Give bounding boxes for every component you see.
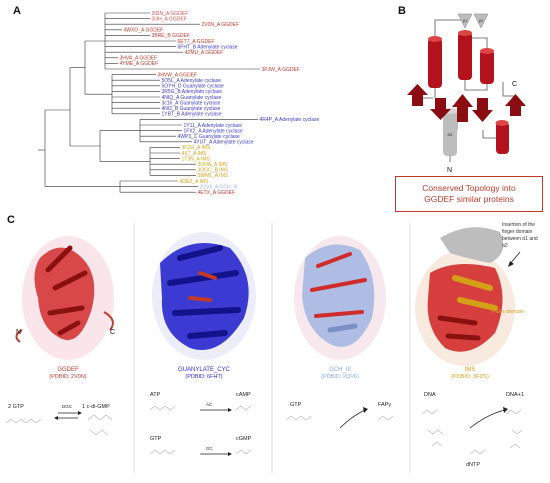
topology-caption-line2: GGDEF similar proteins [424, 194, 514, 204]
tree-leaf-label: 4YME_A GGDEF [120, 61, 159, 67]
tree-leaf-label: 4NIQ_A Guanylate cyclase [162, 95, 222, 101]
tree-leaf-label: 4YUT_A Adenylate cyclase [194, 140, 254, 146]
tree-leaf-label: 4R4P_A Adenylate cyclase [260, 117, 320, 123]
topology-diagram: β1 β2 α1 N C [407, 13, 526, 174]
topology-caption-line1: Conserved Topology into [422, 183, 516, 193]
rxn-guan-sub2: GTP [150, 436, 162, 442]
tree-leaf-label: 5WM1_A IMS [198, 173, 229, 179]
tree-leaf-label: 4WP3_C Guanylate cyclase [178, 134, 240, 140]
topology-strand-1 [407, 84, 428, 106]
structure-gch-name: GCH_III [329, 367, 351, 373]
tree-leaf-label: 4X7_A IMS [182, 151, 208, 157]
structure-guanylate-pdb: (PDBID: 6FHT) [185, 374, 222, 380]
structure-ggdef-pdb: (PDBID: 2V0N) [49, 374, 86, 380]
rxn-guan-sub1: ATP [150, 392, 161, 398]
tree-leaf-label: 3OHA_A IMS [198, 162, 228, 168]
tree-leaf-label: 4DEZ_A IMS [180, 179, 210, 185]
structure-ggdef-n: N [16, 329, 21, 336]
tree-leaf-label: 4ETX_A GGDEF [198, 190, 236, 196]
ims-insertion-line2: finger domain [502, 229, 533, 235]
panel-label-b: B [398, 5, 406, 17]
tree-leaf-label: 4NI2_B Guanylate cyclase [162, 106, 221, 112]
topology-helix-a1: α1 [443, 108, 457, 156]
structure-ggdef-name: GGDEF [57, 367, 79, 373]
tree-leaf-label: 3HVA_A GGDEF [120, 56, 158, 62]
rxn-guan-enz2: GC [206, 446, 214, 451]
topology-helix-2 [458, 30, 472, 80]
rxn-ims-cofactor: dNTP [466, 462, 480, 468]
topology-helix-4 [495, 120, 509, 154]
tree-leaf-label: 1YBT_B Adenylate cyclase [162, 112, 222, 118]
tree-leaf-label: 3FDS_A IMS [182, 145, 212, 151]
rxn-guan-prod1: cAMP [236, 392, 251, 398]
tree-leaf-label: 1Y11_A Adenylate cyclase [184, 123, 243, 129]
topology-label-b1: β1 [463, 18, 468, 23]
panel-label-c: C [7, 214, 15, 226]
topology-strand-5 [505, 94, 526, 116]
tree-leaf-label: 4ZMU_A GGDEF [185, 50, 224, 56]
structure-ggdef-c: C [110, 329, 115, 336]
topology-helix-1 [428, 36, 442, 88]
structure-ims-name: IMS [465, 367, 476, 373]
tree-leaf-label: 3R5G_B Adenylate cyclase [162, 89, 223, 95]
structure-guanylate [152, 232, 256, 360]
tree-leaf-label: 1FX2_A Adenylate cyclase [184, 128, 243, 134]
rxn-ggdef-right: 1 c-di-GMP [82, 404, 110, 410]
rxn-ims-left: DNA [424, 392, 436, 398]
panel-label-a: A [13, 5, 21, 17]
structure-ggdef: N C [15, 236, 115, 360]
topology-label-c: C [512, 81, 517, 88]
structure-gch [294, 236, 386, 360]
tree-leaf-label: 5O5L_A Adenylate cyclase [162, 78, 222, 84]
tree-leaf-label: 1T3N_A IMS [182, 156, 211, 162]
tree-leaf-label: 3BRE_B GGDEF [152, 33, 190, 39]
tree-leaf-label: 3IGN_A GGDEF [152, 11, 189, 17]
rxn-guan-enz1: AC [206, 402, 213, 407]
tree-leaf-label: 3HVW_A GGDEF [158, 72, 197, 78]
topology-caption-box: Conserved Topology into GGDEF similar pr… [395, 176, 543, 212]
tree-leaf-label: 6FHT_B Adenylate cyclase [178, 44, 238, 50]
topology-strand-4 [472, 98, 493, 122]
topology-label-b2: β2 [479, 18, 484, 23]
tree-leaf-label: 3IJH_A GGDEF [152, 16, 187, 22]
rxn-ims-right: DNA+1 [506, 392, 524, 398]
topology-strand-2 [430, 98, 451, 120]
structures-panel: N C GGDEF (PDBID: 2V0N) GUANYLATE_CYC (P… [5, 222, 538, 473]
rxn-ggdef-left: 2 GTP [8, 404, 24, 410]
rxn-gch-left: GTP [290, 402, 302, 408]
rxn-ggdef-enzyme: DGC [62, 404, 73, 409]
tree-leaf-label: 4WXO_A GGDEF [124, 28, 164, 34]
ims-insertion-line3: between α1 and [502, 236, 538, 242]
ims-insertion-line4: α2 [502, 243, 508, 249]
tree-leaf-label: 3c16_A Guanylate cyclase [162, 100, 221, 106]
ims-insertion-line1: Insertion of the [502, 222, 535, 228]
structure-gch-pdb: (PDBID: 2QV6) [321, 374, 359, 380]
structure-guanylate-name: GUANYLATE_CYC [178, 367, 231, 373]
rxn-gch-right: FAPy [378, 402, 391, 408]
topology-label-n: N [447, 167, 452, 174]
svg-text:α1: α1 [447, 132, 453, 137]
topology-triangle-b2 [473, 13, 489, 29]
topology-strand-3 [452, 94, 473, 122]
tree-leaf-label: 2V0N_A GGDEF [202, 22, 240, 28]
ims-palm-label: Palm domain [492, 309, 524, 315]
tree-leaf-label: 5OYH_D Guanylate cyclase [162, 84, 224, 90]
ims-insertion-arrow-icon [509, 251, 521, 265]
tree-leaf-label: 6ET7_A GGDEF [178, 39, 215, 45]
topology-helix-3 [480, 48, 494, 84]
rxn-guan-prod2: cGMP [236, 436, 252, 442]
tree-leaf-label: 2QV6_A GCH_III [200, 184, 238, 190]
tree-leaf-label: 3OGC_B IMS [198, 168, 229, 174]
structure-ims-pdb: (PDBID: 3FDS) [451, 374, 489, 380]
structure-ims [415, 227, 515, 366]
topology-triangle-b1 [457, 13, 473, 29]
tree-leaf-label: 3PJW_A GGDEF [262, 67, 300, 73]
